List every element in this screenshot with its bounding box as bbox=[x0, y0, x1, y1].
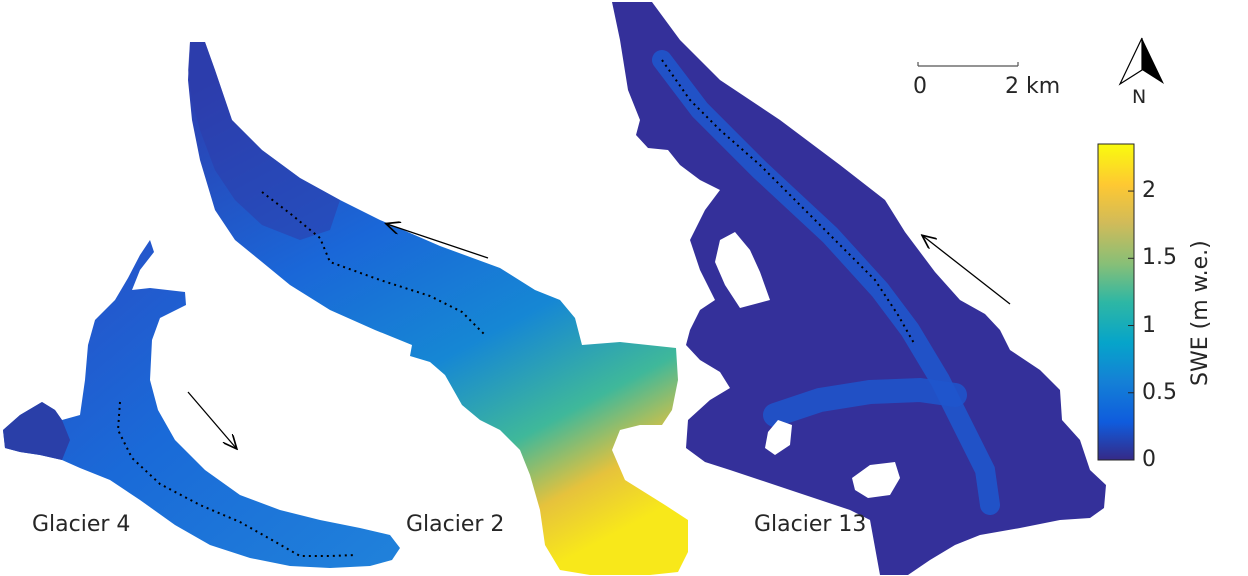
glacier-13-nunatak-2 bbox=[852, 462, 900, 498]
north-arrow-icon bbox=[1118, 37, 1164, 86]
glacier-2-label: Glacier 2 bbox=[406, 512, 505, 537]
colorbar-tick-label: 1.5 bbox=[1142, 245, 1177, 271]
glacier-4-centerline bbox=[116, 401, 357, 557]
colorbar-tick-label: 0.5 bbox=[1142, 379, 1177, 405]
glacier-4-label: Glacier 4 bbox=[32, 512, 131, 537]
glacier-2-tongue bbox=[188, 42, 340, 240]
glacier-4-west-lobe bbox=[3, 402, 70, 460]
glacier-13 bbox=[612, 2, 1106, 575]
flow-direction-arrow-glacier-4 bbox=[187, 391, 236, 448]
colorbar-tick-label: 1 bbox=[1142, 312, 1156, 338]
colorbar bbox=[1097, 143, 1135, 461]
glacier-13-nunatak-1 bbox=[765, 420, 792, 455]
glacier-4 bbox=[3, 240, 400, 568]
glacier-2-centerline bbox=[261, 191, 486, 336]
glacier-13-label: Glacier 13 bbox=[754, 512, 867, 537]
glacier-2-outline bbox=[188, 42, 688, 575]
glacier-13-gap bbox=[715, 232, 770, 308]
colorbar-title: SWE (m w.e.) bbox=[1188, 240, 1213, 386]
colorbar-tick-label: 2 bbox=[1142, 178, 1156, 204]
scale-bar-end-label: 2 km bbox=[1005, 74, 1061, 99]
glacier-2 bbox=[188, 42, 688, 575]
flow-direction-arrow-glacier-13 bbox=[923, 236, 1011, 305]
glacier-13-west-branch bbox=[763, 377, 967, 427]
north-arrow-label: N bbox=[1132, 86, 1147, 108]
scale-bar bbox=[917, 62, 1019, 67]
colorbar-tick-label: 0 bbox=[1142, 447, 1156, 472]
colorbar-gradient bbox=[1097, 143, 1135, 461]
colorbar-ticks bbox=[1128, 190, 1134, 461]
glacier-4-outline bbox=[3, 240, 400, 568]
scale-bar-start-label: 0 bbox=[913, 74, 927, 99]
flow-direction-arrow-glacier-2 bbox=[387, 224, 489, 259]
